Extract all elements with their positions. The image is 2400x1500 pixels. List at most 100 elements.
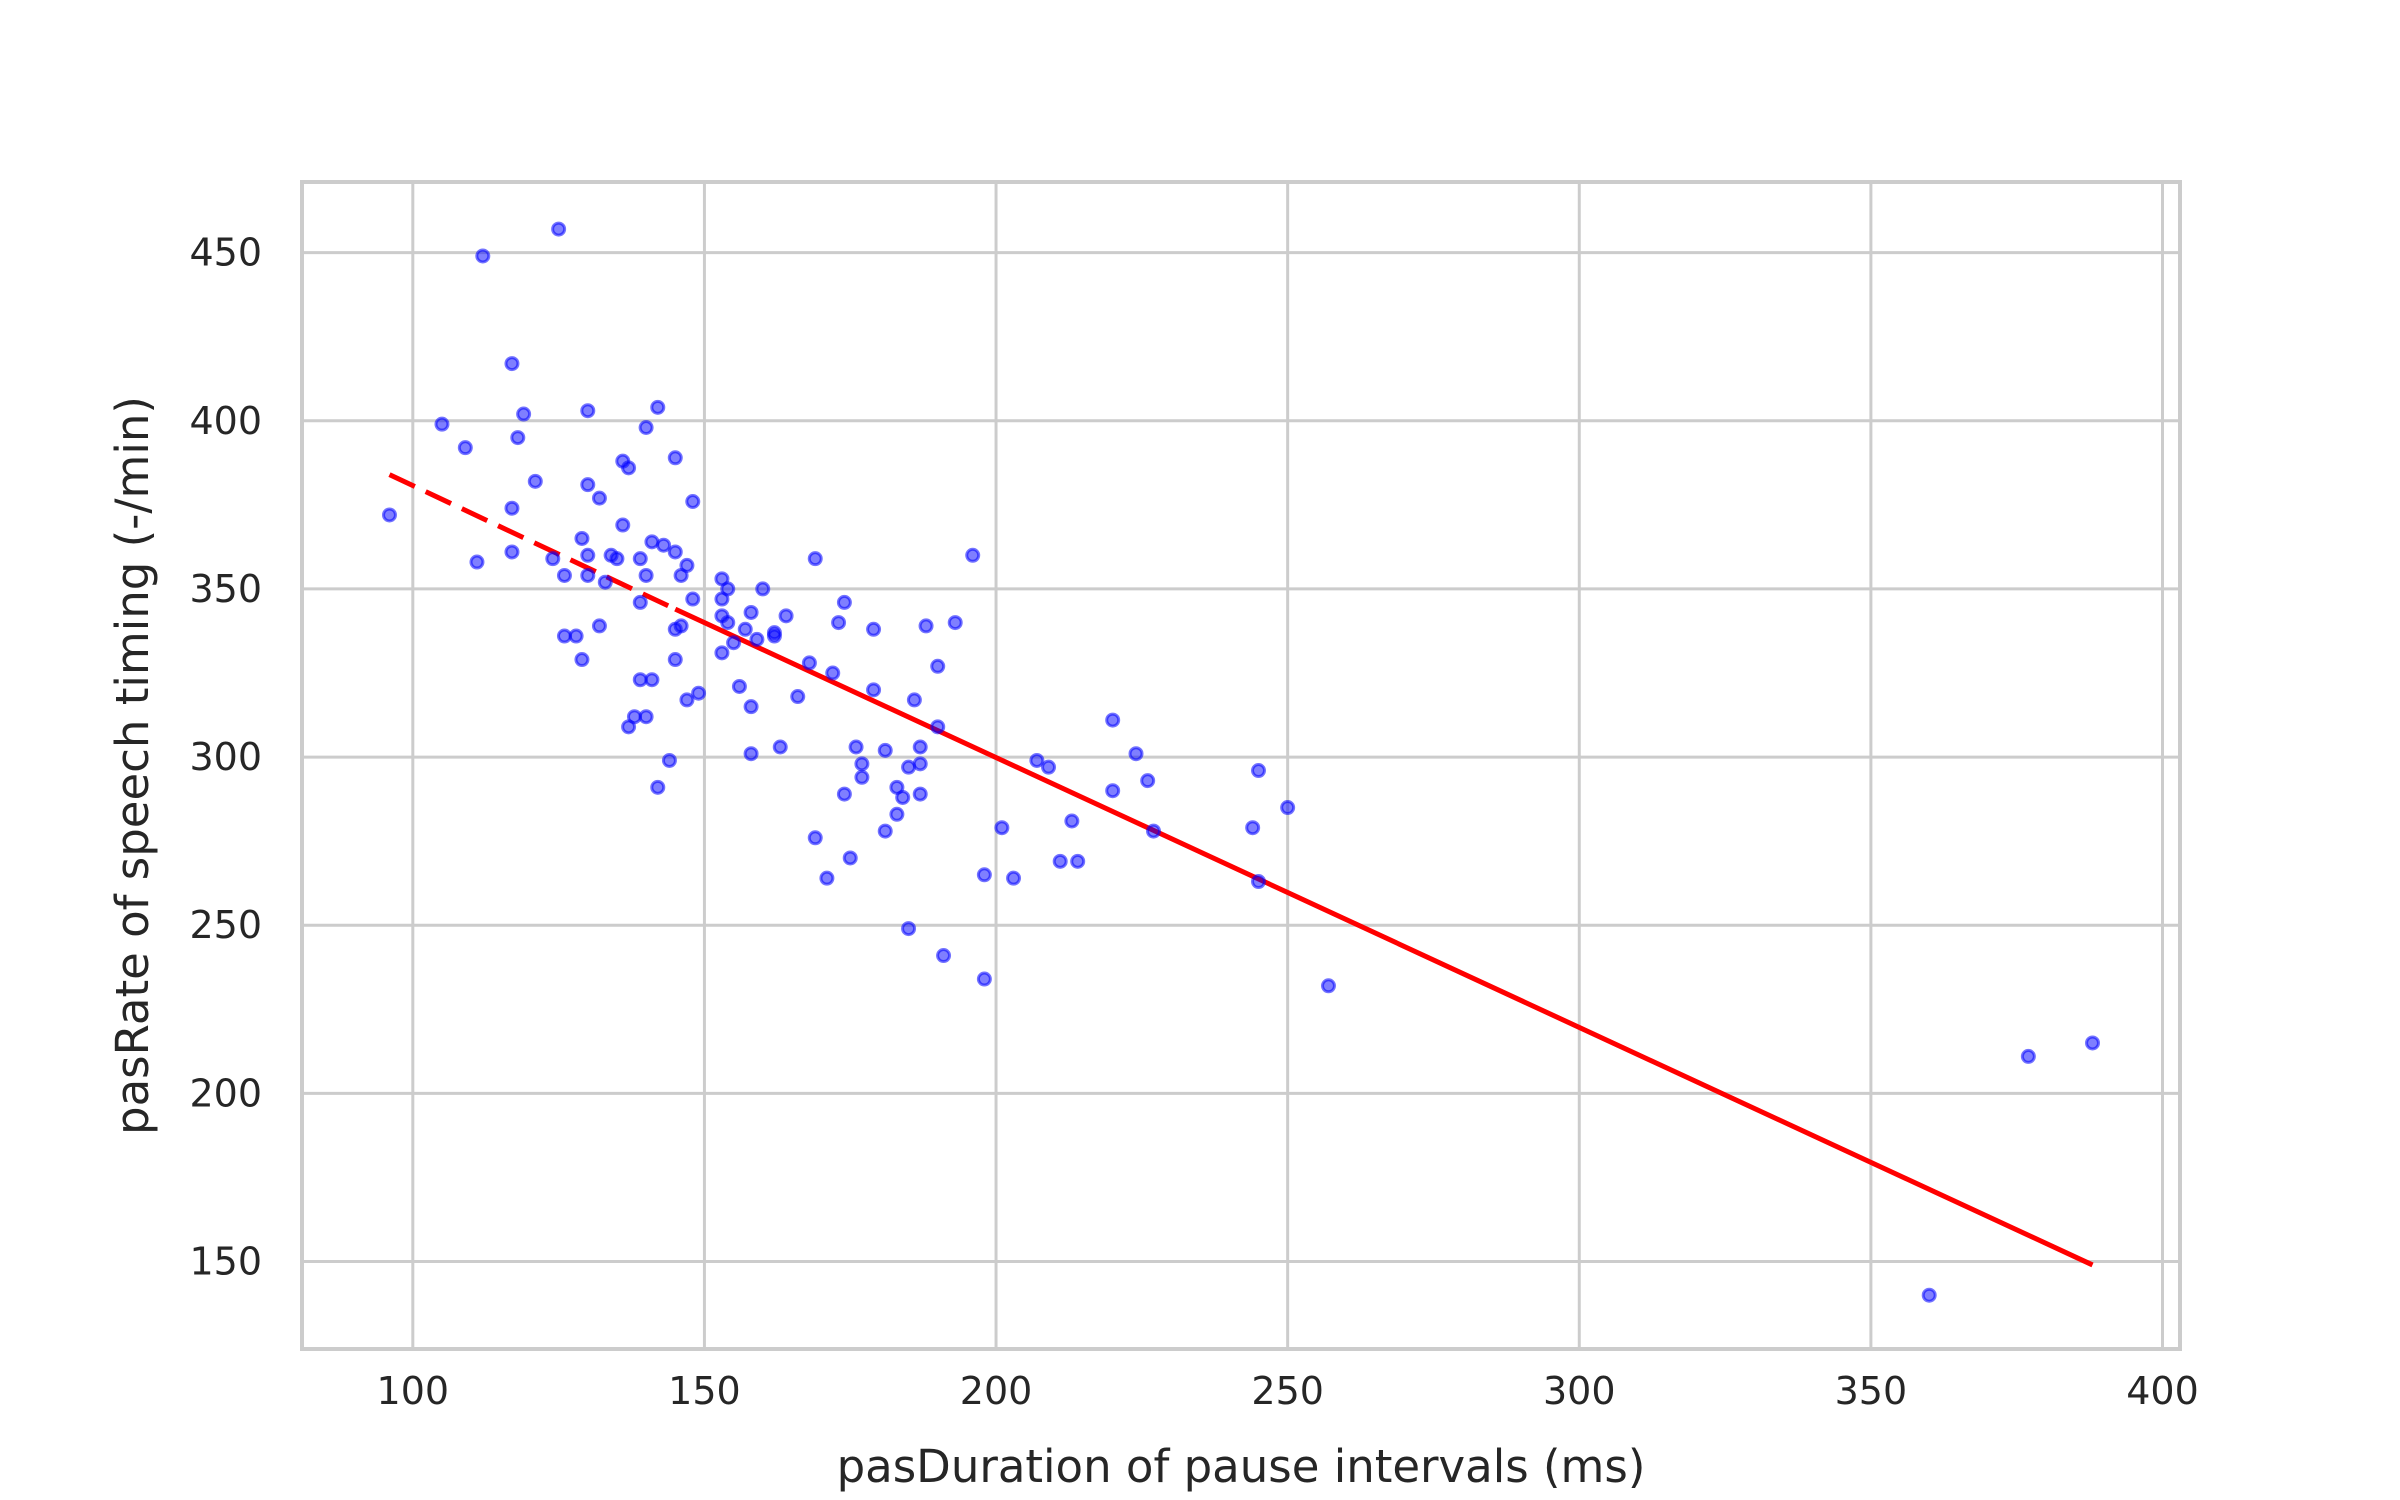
data-point bbox=[591, 490, 607, 506]
x-tick-label: 200 bbox=[960, 1369, 1033, 1413]
data-point bbox=[1320, 978, 1336, 994]
y-tick-label: 250 bbox=[189, 903, 262, 947]
data-point bbox=[2085, 1035, 2101, 1051]
data-point bbox=[2020, 1048, 2036, 1064]
data-point bbox=[772, 739, 788, 755]
data-point bbox=[976, 867, 992, 883]
data-point bbox=[1921, 1287, 1937, 1303]
data-point bbox=[1140, 773, 1156, 789]
data-point bbox=[1041, 759, 1057, 775]
data-point bbox=[615, 517, 631, 533]
data-point bbox=[632, 551, 648, 567]
data-point bbox=[877, 742, 893, 758]
data-point bbox=[836, 594, 852, 610]
y-tick-label: 300 bbox=[189, 735, 262, 779]
data-point bbox=[574, 530, 590, 546]
data-point bbox=[638, 567, 654, 583]
data-points bbox=[381, 221, 2101, 1303]
plot-frame bbox=[300, 180, 2182, 1351]
data-point bbox=[1052, 853, 1068, 869]
data-point bbox=[766, 628, 782, 644]
x-tick-label: 100 bbox=[377, 1369, 450, 1413]
data-point bbox=[778, 608, 794, 624]
x-tick-label: 350 bbox=[1835, 1369, 1908, 1413]
x-axis-label: pasDuration of pause intervals (ms) bbox=[837, 1440, 1646, 1493]
data-point bbox=[842, 850, 858, 866]
data-point bbox=[667, 544, 683, 560]
data-point bbox=[749, 631, 765, 647]
data-point bbox=[650, 779, 666, 795]
y-tick-label: 350 bbox=[189, 567, 262, 611]
data-point bbox=[1029, 752, 1045, 768]
data-point bbox=[930, 719, 946, 735]
data-point bbox=[912, 786, 928, 802]
data-point bbox=[877, 823, 893, 839]
data-point bbox=[527, 473, 543, 489]
fit-line bbox=[674, 606, 2094, 1268]
data-point bbox=[1245, 820, 1261, 836]
data-point bbox=[895, 789, 911, 805]
data-point bbox=[743, 746, 759, 762]
data-point bbox=[591, 618, 607, 634]
data-point bbox=[1105, 783, 1121, 799]
data-point bbox=[504, 544, 520, 560]
y-axis-label: pasRate of speech timing (-/min) bbox=[106, 396, 159, 1135]
x-tick-label: 250 bbox=[1251, 1369, 1324, 1413]
data-point bbox=[644, 672, 660, 688]
x-tick-label: 400 bbox=[2126, 1369, 2199, 1413]
data-point bbox=[656, 537, 672, 553]
data-point bbox=[807, 551, 823, 567]
data-point bbox=[516, 406, 532, 422]
data-point bbox=[1280, 800, 1296, 816]
data-point bbox=[755, 581, 771, 597]
data-point bbox=[1250, 874, 1266, 890]
data-point bbox=[994, 820, 1010, 836]
data-point bbox=[434, 416, 450, 432]
data-point bbox=[510, 430, 526, 446]
data-point bbox=[1146, 823, 1162, 839]
data-point bbox=[825, 665, 841, 681]
data-point bbox=[912, 756, 928, 772]
data-point bbox=[667, 450, 683, 466]
y-tick-labels: 150 200 250 300 350 400 450 bbox=[189, 231, 262, 1284]
data-point bbox=[743, 604, 759, 620]
data-point bbox=[457, 440, 473, 456]
data-point bbox=[737, 621, 753, 637]
data-point bbox=[801, 655, 817, 671]
data-point bbox=[679, 557, 695, 573]
grid-lines bbox=[302, 182, 2180, 1349]
x-tick-label: 300 bbox=[1543, 1369, 1616, 1413]
data-point bbox=[580, 547, 596, 563]
data-point bbox=[854, 756, 870, 772]
data-point bbox=[580, 567, 596, 583]
data-point bbox=[1105, 712, 1121, 728]
y-tick-label: 450 bbox=[189, 231, 262, 275]
data-point bbox=[644, 534, 660, 550]
data-point bbox=[469, 554, 485, 570]
data-point bbox=[574, 652, 590, 668]
data-point bbox=[912, 739, 928, 755]
data-point bbox=[685, 591, 701, 607]
data-point bbox=[726, 635, 742, 651]
fit-line-group bbox=[388, 472, 2094, 1268]
data-point bbox=[673, 618, 689, 634]
y-tick-label: 200 bbox=[189, 1071, 262, 1115]
data-point bbox=[691, 685, 707, 701]
data-point bbox=[807, 830, 823, 846]
data-point bbox=[836, 786, 852, 802]
data-point bbox=[848, 739, 864, 755]
data-point bbox=[1064, 813, 1080, 829]
data-point bbox=[901, 759, 917, 775]
data-point bbox=[504, 500, 520, 516]
data-point bbox=[965, 547, 981, 563]
data-point bbox=[936, 948, 952, 964]
data-point bbox=[866, 682, 882, 698]
data-point bbox=[638, 709, 654, 725]
data-point bbox=[650, 399, 666, 415]
data-point bbox=[685, 493, 701, 509]
data-point bbox=[720, 581, 736, 597]
data-point bbox=[906, 692, 922, 708]
data-point bbox=[545, 551, 561, 567]
data-point bbox=[632, 594, 648, 610]
